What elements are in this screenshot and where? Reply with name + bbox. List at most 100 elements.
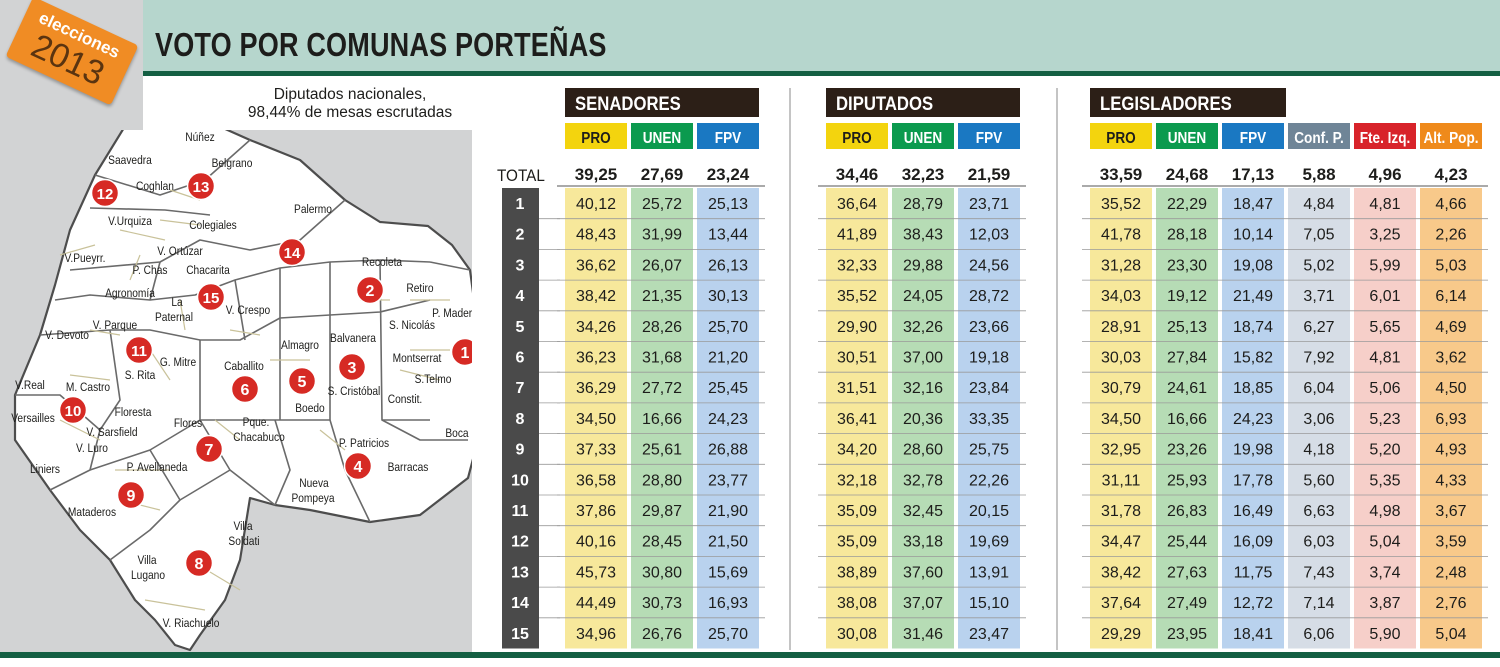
table-cell: 4,81 [1369, 196, 1400, 213]
row-number-column [502, 188, 539, 649]
comuna-marker-7 [194, 434, 224, 464]
comuna-marker-label-4: 4 [354, 459, 363, 476]
comunas-map: Núñez Saavedra Belgrano Coghlan V.Urquiza Col… [11, 130, 472, 652]
table-cell: 35,09 [837, 534, 877, 551]
comuna-border-17 [429, 261, 471, 271]
barrio-label: Montserrat [393, 352, 443, 365]
column-bg-alt [1420, 188, 1482, 649]
section-header-diputados [826, 88, 1020, 117]
barrio-label: Boedo [295, 402, 324, 415]
page-title: VOTO POR COMUNAS PORTEÑAS [155, 26, 607, 63]
barrio-border [229, 329, 261, 336]
barrio-border [59, 244, 96, 256]
comuna-marker-14 [277, 237, 307, 267]
barrio-border [144, 599, 206, 611]
comuna-marker-label-9: 9 [127, 488, 136, 505]
barrio-label: S. Rita [125, 369, 156, 382]
column-header-fpv [697, 123, 759, 149]
table-cell: 30,03 [1101, 350, 1141, 367]
table-cell: 5,65 [1369, 319, 1400, 336]
column-header-pro [1090, 123, 1152, 149]
table-cell: 27,84 [1167, 350, 1207, 367]
barrio-label: V. Riachuelo [163, 617, 220, 630]
barrio-label: Liniers [30, 463, 60, 476]
comuna-border-9 [99, 329, 121, 431]
comuna-marker-13 [186, 171, 216, 201]
table-cell: 4,50 [1435, 380, 1466, 397]
comuna-border-1 [94, 139, 251, 196]
table-cell: 36,64 [837, 196, 877, 213]
barrio-label: S. Cristóbal [328, 385, 381, 398]
table-cell: 31,28 [1101, 257, 1141, 274]
table-cell: 6,03 [1303, 534, 1334, 551]
row-number-8: 8 [516, 411, 525, 428]
table-cell: 31,11 [1102, 472, 1141, 489]
table-cell: 34,96 [576, 626, 616, 643]
table-cell: 19,12 [1167, 288, 1207, 305]
comuna-border-11 [89, 419, 330, 471]
total-value: 17,13 [1232, 165, 1275, 184]
comuna-marker-8 [184, 548, 214, 578]
table-cell: 25,72 [642, 196, 682, 213]
table-cell: 27,72 [642, 380, 682, 397]
barrio-label: Villa [233, 520, 253, 533]
comuna-marker-label-15: 15 [203, 290, 220, 307]
table-cell: 24,05 [903, 288, 943, 305]
row-number-2: 2 [516, 227, 525, 244]
comuna-border-10 [15, 394, 101, 491]
total-value: 39,25 [575, 165, 618, 184]
table-cell: 12,72 [1233, 595, 1273, 612]
table-cell: 5,20 [1369, 442, 1400, 459]
table-cell: 37,86 [576, 503, 616, 520]
barrio-label: Boca [445, 427, 469, 440]
table-cell: 25,13 [1167, 319, 1207, 336]
comuna-border-18 [149, 261, 161, 301]
table-cell: 36,41 [837, 411, 877, 428]
table-cell: 5,03 [1435, 257, 1466, 274]
column-bg-pro [826, 188, 888, 649]
barrio-border [119, 229, 166, 241]
comuna-marker-label-13: 13 [193, 179, 210, 196]
table-cell: 37,60 [903, 564, 943, 581]
barrio-border [59, 419, 101, 441]
column-bg-conf [1288, 188, 1350, 649]
barrio-label: P. Madero [432, 307, 472, 320]
table-cell: 5,02 [1303, 257, 1334, 274]
comuna-marker-label-2: 2 [366, 283, 375, 300]
barrio-label: M. Castro [66, 381, 110, 394]
barrio-label: Flores [174, 417, 203, 430]
column-bg-fpv [1222, 188, 1284, 649]
section-title-senadores: SENADORES [575, 93, 681, 114]
table-cell: 30,51 [837, 350, 877, 367]
column-bg-unen [1156, 188, 1218, 649]
barrio-label: Constit. [388, 393, 423, 406]
barrio-border [129, 254, 141, 281]
table-cell: 4,18 [1303, 442, 1334, 459]
row-number-15: 15 [511, 626, 529, 643]
barrio-label: V. Crespo [226, 304, 270, 317]
header-rule [0, 71, 1500, 76]
barrio-label: V. Sarsfield [86, 426, 137, 439]
table-cell: 30,80 [642, 564, 682, 581]
section-header-senadores [565, 88, 759, 117]
barrio-label: Saavedra [108, 154, 152, 167]
table-cell: 29,88 [903, 257, 943, 274]
table-cell: 37,07 [903, 595, 943, 612]
table-cell: 4,93 [1435, 442, 1466, 459]
table-cell: 26,07 [642, 257, 682, 274]
table-cell: 24,23 [1233, 411, 1273, 428]
comuna-marker-label-6: 6 [241, 382, 250, 399]
table-cell: 21,90 [708, 503, 748, 520]
table-cell: 48,43 [576, 227, 616, 244]
table-cell: 24,56 [969, 257, 1009, 274]
table-cell: 34,50 [1101, 411, 1141, 428]
barrio-label: Nueva [299, 477, 329, 490]
table-cell: 19,98 [1233, 442, 1273, 459]
row-number-1: 1 [516, 196, 525, 213]
table-cell: 38,08 [837, 595, 877, 612]
barrio-border [69, 374, 111, 381]
barrio-label: Villa [137, 554, 157, 567]
table-cell: 3,25 [1369, 227, 1400, 244]
row-number-11: 11 [512, 503, 529, 520]
